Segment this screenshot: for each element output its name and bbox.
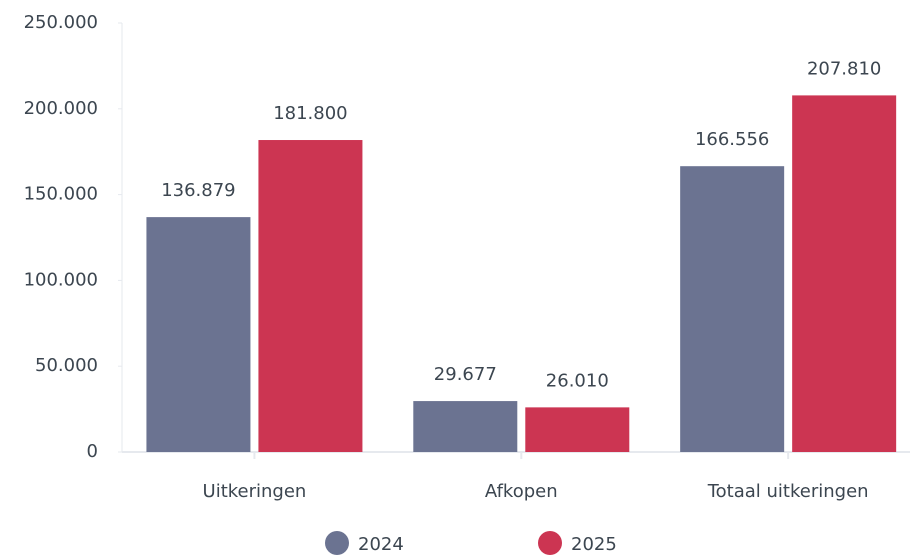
legend-label: 2025 [571,534,617,555]
y-tick-label: 50.000 [35,355,98,376]
bar [792,95,897,452]
x-tick-label: Uitkeringen [203,481,307,502]
bar [413,401,518,452]
legend-swatch [538,531,562,555]
data-label: 207.810 [807,58,881,79]
y-tick-label: 250.000 [24,12,98,33]
legend-label: 2024 [358,534,404,555]
legend-swatch [325,531,349,555]
bar [525,407,630,452]
bar [146,217,251,452]
data-label: 166.556 [695,129,769,150]
bar [680,166,785,452]
data-label: 136.879 [161,180,235,201]
data-label: 26.010 [546,370,609,391]
data-label: 29.677 [434,364,497,385]
bar [258,140,363,453]
y-tick-label: 0 [87,441,98,462]
y-tick-label: 200.000 [24,98,98,119]
x-tick-label: Afkopen [485,481,558,502]
x-tick-label: Totaal uitkeringen [707,481,869,502]
data-label: 181.800 [273,103,347,124]
y-tick-label: 150.000 [24,184,98,205]
y-tick-label: 100.000 [24,269,98,290]
